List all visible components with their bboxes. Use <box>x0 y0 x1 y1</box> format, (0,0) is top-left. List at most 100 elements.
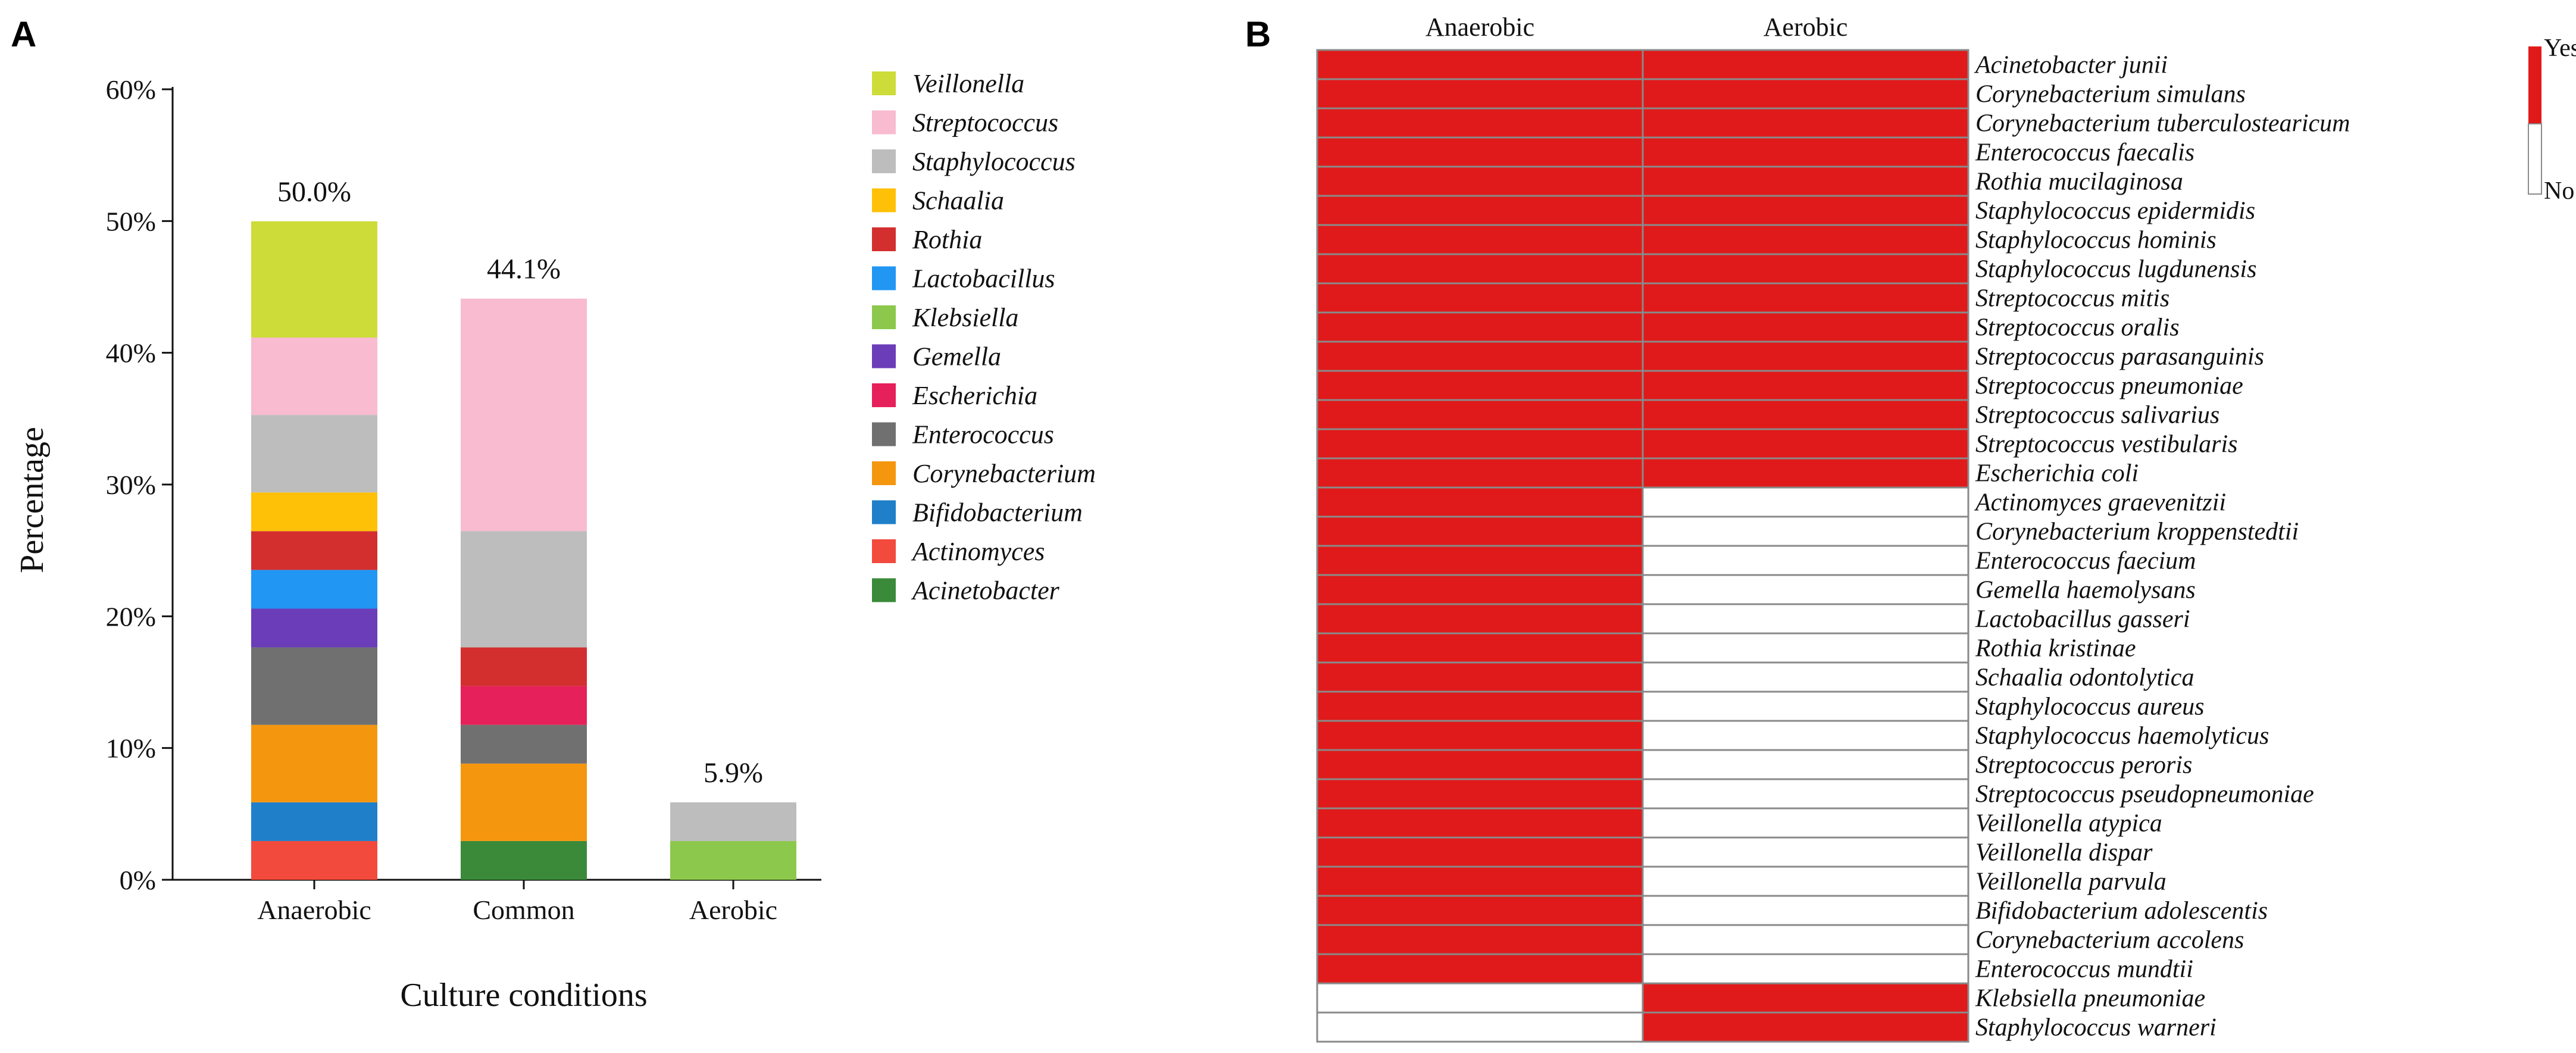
heatmap-cell <box>1316 836 1644 868</box>
panel-b-letter: B <box>1245 14 1271 54</box>
heatmap-cell <box>1316 78 1644 110</box>
heatmap-cell <box>1316 136 1644 168</box>
scale-no-label: No <box>2544 177 2574 205</box>
legend-label-klebsiella: Klebsiella <box>912 303 1018 332</box>
bar-segment-actinomyces <box>251 840 377 880</box>
heatmap-row-label: Streptococcus pneumoniae <box>1975 373 2243 400</box>
heatmap-cell <box>1316 311 1644 343</box>
heatmap-cell <box>1316 399 1644 430</box>
panel-a-letter: A <box>11 14 36 54</box>
heatmap-cell <box>1642 340 1969 372</box>
y-axis-title: Percentage <box>14 427 51 573</box>
heatmap-row-label: Rothia mucilaginosa <box>1975 168 2183 196</box>
y-tick-label: 10% <box>106 733 156 764</box>
legend-label-escherichia: Escherichia <box>912 381 1037 410</box>
heatmap-cell <box>1316 1011 1644 1043</box>
heatmap-row-label: Bifidobacterium adolescentis <box>1975 898 2268 925</box>
heatmap-cell <box>1642 749 1969 780</box>
heatmap-row-label: Enterococcus faecalis <box>1975 139 2194 167</box>
heatmap-row-label: Veillonella atypica <box>1975 810 2162 838</box>
heatmap-cell <box>1316 632 1644 664</box>
bar-segment-corynebacterium <box>461 763 587 841</box>
heatmap-cell <box>1316 924 1644 955</box>
legend-label-acinetobacter: Acinetobacter <box>911 576 1060 605</box>
legend-label-rothia: Rothia <box>912 225 982 254</box>
bar-segment-escherichia <box>461 686 587 725</box>
heatmap-row-label: Corynebacterium kroppenstedtii <box>1975 518 2299 546</box>
bar-segment-schaalia <box>251 492 377 532</box>
heatmap-row-label: Schaalia odontolytica <box>1975 664 2194 692</box>
heatmap-row-label: Escherichia coli <box>1975 460 2139 488</box>
heatmap-row-label: Corynebacterium accolens <box>1975 927 2244 954</box>
heatmap-row-label: Gemella haemolysans <box>1975 577 2196 604</box>
heatmap-row-label: Lactobacillus gasseri <box>1975 606 2190 633</box>
x-axis-title: Culture conditions <box>400 977 647 1014</box>
panel-b-heatmap: B Anaerobic Aerobic Acinetobacter junii Cor… <box>1245 13 2576 1043</box>
heatmap-cell <box>1316 545 1644 576</box>
heatmap-row-label: Veillonella dispar <box>1975 839 2153 867</box>
heatmap-cell <box>1642 778 1969 810</box>
heatmap-row-label: Rothia kristinae <box>1975 635 2136 663</box>
heatmap-cell <box>1642 136 1969 168</box>
y-tick-label: 0% <box>120 865 156 895</box>
heatmap-cell <box>1642 690 1969 722</box>
bar-segment-rothia <box>461 647 587 686</box>
legend-label-actinomyces: Actinomyces <box>911 537 1045 566</box>
heatmap-row-label: Streptococcus salivarius <box>1975 402 2219 429</box>
legend: Veillonella Streptococcus Staphylococcus Sc… <box>872 69 1096 605</box>
heatmap-cell <box>1642 515 1969 547</box>
legend-swatch-veillonella <box>872 71 896 95</box>
y-tick-label: 60% <box>106 74 156 105</box>
bar-total-label: 44.1% <box>487 254 561 285</box>
heatmap-cell <box>1642 107 1969 139</box>
heatmap-cell <box>1316 282 1644 314</box>
heatmap-cell <box>1642 49 1969 80</box>
bar-plot-area: 0% 10% 20% 30% 40% 50% 60% Anaerobic 50.0% Common… <box>106 74 821 925</box>
heatmap-row-label: Streptococcus oralis <box>1975 314 2180 342</box>
heatmap-cell <box>1316 340 1644 372</box>
heatmap-cell <box>1642 224 1969 255</box>
heatmap-row-label: Streptococcus vestibularis <box>1975 431 2238 458</box>
legend-label-schaalia: Schaalia <box>912 186 1004 215</box>
legend-swatch-enterococcus <box>872 422 896 446</box>
heatmap-cell <box>1642 661 1969 693</box>
heatmap-cell <box>1316 224 1644 255</box>
heatmap-cell <box>1316 778 1644 810</box>
y-tick-label: 30% <box>106 470 156 500</box>
heatmap-cell <box>1642 399 1969 430</box>
bar-segment-enterococcus <box>251 647 377 725</box>
heatmap-column-label: Anaerobic <box>1425 13 1534 42</box>
legend-swatch-escherichia <box>872 383 896 407</box>
legend-swatch-corynebacterium <box>872 461 896 485</box>
heatmap-cell <box>1316 195 1644 226</box>
heatmap-cell <box>1316 49 1644 80</box>
scale-no-swatch <box>2528 123 2542 195</box>
heatmap-cell <box>1642 632 1969 664</box>
heatmap-cell <box>1316 690 1644 722</box>
legend-swatch-klebsiella <box>872 305 896 329</box>
bar-segment-staphylococcus <box>251 415 377 493</box>
heatmap-cell <box>1642 982 1969 1014</box>
heatmap-row-label: Corynebacterium tuberculostearicum <box>1975 110 2350 138</box>
heatmap-row-label: Acinetobacter junii <box>1974 52 2168 79</box>
heatmap-cell <box>1642 836 1969 868</box>
heatmap-column-label: Aerobic <box>1764 13 1848 42</box>
legend-swatch-actinomyces <box>872 539 896 563</box>
bar-segment-staphylococcus <box>670 802 796 841</box>
bar-segment-lactobacillus <box>251 570 377 609</box>
y-tick-label: 40% <box>106 338 156 368</box>
legend-label-streptococcus: Streptococcus <box>912 108 1058 138</box>
heatmap-cell <box>1642 720 1969 751</box>
heatmap-cell <box>1642 574 1969 605</box>
heatmap-cell <box>1316 428 1644 460</box>
heatmap-cell <box>1316 457 1644 489</box>
bar-segment-staphylococcus <box>461 531 587 648</box>
scale-yes-label: Yes <box>2544 35 2576 62</box>
scale-yes-swatch <box>2528 46 2541 124</box>
heatmap-cell <box>1642 311 1969 343</box>
heatmap-cell <box>1316 720 1644 751</box>
bar-segment-streptococcus <box>461 298 587 532</box>
legend-label-enterococcus: Enterococcus <box>912 420 1054 449</box>
heatmap-cell <box>1642 807 1969 839</box>
heatmap-cell <box>1642 195 1969 226</box>
